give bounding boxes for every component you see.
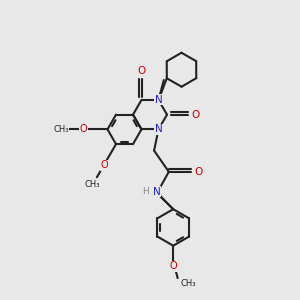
Text: N: N	[153, 187, 160, 196]
Text: CH₃: CH₃	[180, 279, 196, 288]
Text: H: H	[142, 187, 149, 196]
Text: CH₃: CH₃	[85, 180, 100, 189]
Text: N: N	[154, 95, 162, 105]
Text: CH₃: CH₃	[53, 125, 69, 134]
Text: O: O	[80, 124, 87, 134]
Text: N: N	[154, 124, 162, 134]
Text: O: O	[169, 261, 177, 271]
Text: O: O	[194, 167, 202, 177]
Text: O: O	[191, 110, 200, 120]
Text: O: O	[100, 160, 108, 170]
Text: O: O	[137, 66, 146, 76]
